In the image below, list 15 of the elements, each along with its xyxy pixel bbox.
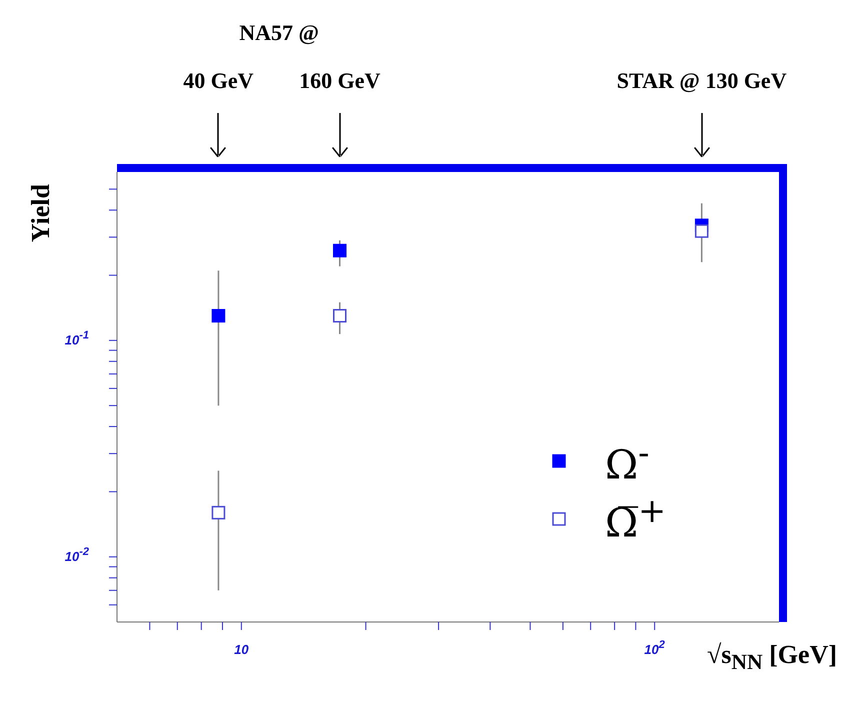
y-tick-label: 10$^{-1}$: [64, 329, 89, 348]
legend-label: Ω$^{-}$: [605, 433, 650, 489]
point: [694, 224, 708, 238]
text: STAR @ 130 GeV: [616, 68, 787, 93]
x-tick-label: 10: [234, 642, 250, 657]
x-axis-title: √s$_{NN}$ [GeV]: [706, 640, 837, 674]
text: 40 GeV: [183, 68, 254, 93]
text: NA57 @: [239, 20, 319, 45]
y-tick-label: 10$^{-2}$: [64, 546, 89, 564]
legend-label: Ω̅$^{+}$: [605, 491, 666, 547]
point: [212, 506, 226, 520]
y-axis-title: Yield: [26, 184, 55, 242]
text: 160 GeV: [299, 68, 380, 93]
point: [212, 309, 226, 323]
x-tick-label: 10$^{2}$: [644, 639, 665, 657]
